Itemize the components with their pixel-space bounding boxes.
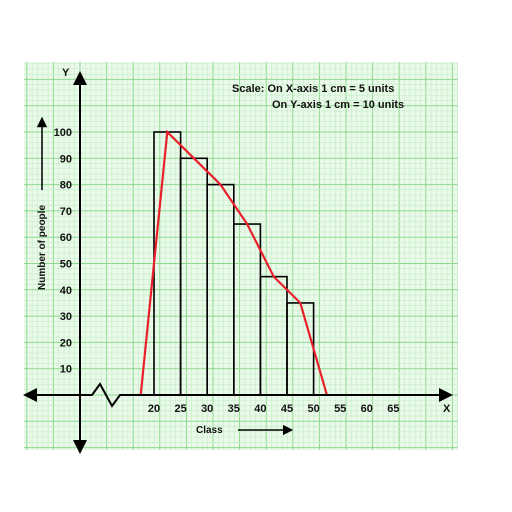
x-tick-label: 35	[228, 403, 240, 415]
x-tick-label: 50	[307, 403, 319, 415]
x-axis-letter: X	[443, 403, 451, 415]
x-axis-title: Class	[196, 425, 223, 436]
x-tick-label: 30	[201, 403, 213, 415]
grid	[24, 62, 459, 450]
x-tick-label: 65	[387, 403, 399, 415]
x-tick-label: 25	[174, 403, 186, 415]
x-tick-label: 60	[361, 403, 373, 415]
y-tick-label: 30	[60, 311, 72, 323]
x-tick-label: 45	[281, 403, 293, 415]
frequency-polygon	[139, 129, 328, 396]
scale-line-2: On Y-axis 1 cm = 10 units	[272, 99, 404, 111]
y-tick-label: 100	[54, 127, 72, 139]
y-tick-label: 70	[60, 206, 72, 218]
tick-labels: 20 25 30 35 40 45 50 55 60 65 10 20 30 40 50 60 70 80 90 10…	[54, 127, 400, 415]
x-tick-label: 55	[334, 403, 346, 415]
y-tick-label: 60	[60, 232, 72, 244]
y-tick-label: 50	[60, 259, 72, 271]
scale-line-1: Scale: On X-axis 1 cm = 5 units	[232, 83, 394, 95]
y-tick-label: 20	[60, 337, 72, 349]
x-axis-break	[80, 382, 440, 408]
y-tick-label: 40	[60, 285, 72, 297]
y-axis-letter: Y	[62, 67, 70, 79]
y-tick-label: 90	[60, 153, 72, 165]
x-tick-label: 20	[148, 403, 160, 415]
y-tick-label: 10	[60, 364, 72, 376]
graph-paper	[24, 62, 458, 450]
y-tick-label: 80	[60, 180, 72, 192]
x-tick-label: 40	[254, 403, 266, 415]
y-axis-title: Number of people	[37, 205, 48, 290]
axes	[23, 71, 453, 454]
